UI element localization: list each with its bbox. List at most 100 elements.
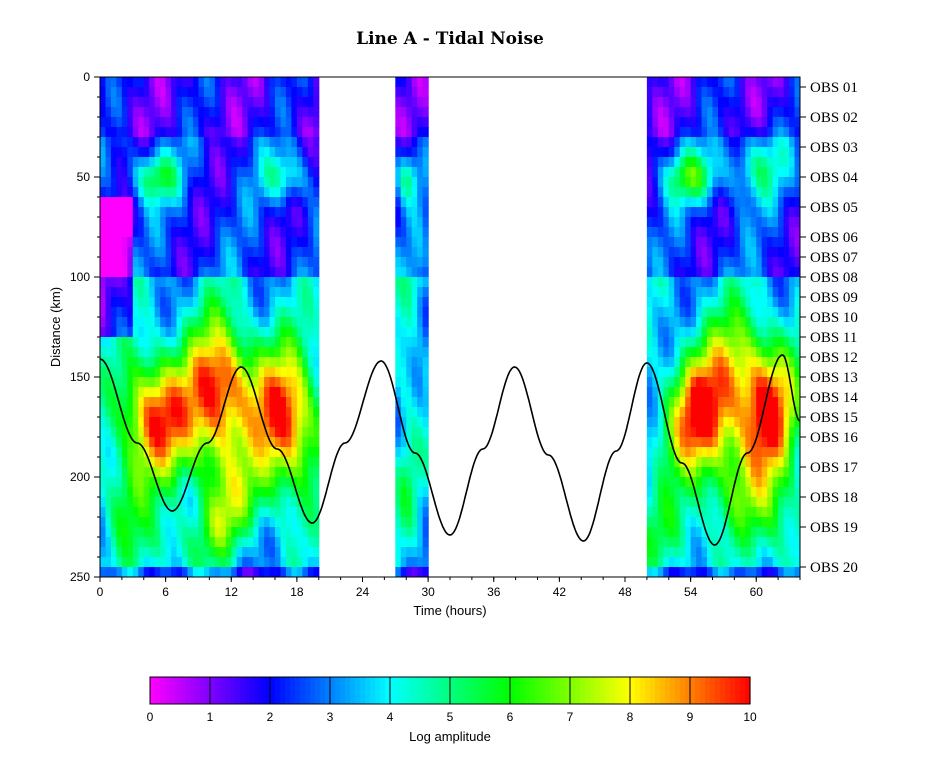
heat-cell (264, 457, 271, 468)
heat-cell (236, 247, 243, 258)
heat-cell (417, 497, 424, 508)
heat-cell (187, 127, 194, 138)
heat-cell (728, 567, 735, 577)
heat-cell (745, 117, 752, 128)
heat-cell (291, 217, 298, 228)
heat-cell (302, 187, 309, 198)
heat-cell (275, 297, 282, 308)
heat-cell (176, 237, 183, 248)
heat-cell (761, 437, 768, 448)
colorbar-swatch (270, 677, 276, 704)
heat-cell (214, 437, 221, 448)
heat-cell (783, 397, 790, 408)
heat-cell (701, 497, 708, 508)
heat-cell (696, 357, 703, 368)
heat-cell (417, 247, 424, 258)
heat-cell (783, 547, 790, 558)
heat-cell (187, 227, 194, 238)
heat-cell (275, 487, 282, 498)
heat-cell (772, 417, 779, 428)
heat-cell (160, 547, 167, 558)
heat-cell (789, 397, 796, 408)
heat-cell (652, 417, 659, 428)
heat-cell (657, 527, 664, 538)
heat-cell (717, 397, 725, 408)
heat-cell (679, 457, 686, 468)
heat-cell (160, 477, 167, 488)
heat-cell (149, 447, 156, 458)
heat-cell (116, 317, 123, 328)
heat-cell (646, 397, 653, 408)
heat-cell (663, 277, 670, 288)
heat-cell (176, 547, 183, 558)
heat-cell (285, 547, 293, 558)
heat-cell (717, 327, 725, 338)
heat-cell (187, 187, 194, 198)
heat-cell (242, 277, 249, 288)
heat-cell (116, 87, 123, 98)
heat-cell (258, 547, 265, 558)
heat-cell (143, 397, 150, 408)
heat-cell (105, 457, 112, 468)
heat-cell (783, 267, 790, 278)
heat-cell (400, 97, 407, 108)
heat-cell (701, 437, 708, 448)
heat-cell (400, 437, 407, 448)
heat-cell (789, 467, 796, 478)
heat-cell (745, 237, 752, 248)
heat-cell (171, 457, 178, 468)
heat-cell (149, 267, 156, 278)
station-label: OBS 14 (810, 390, 858, 406)
heat-cell (258, 507, 265, 518)
heat-cell (149, 127, 156, 138)
heat-cell (646, 297, 653, 308)
heat-cell (674, 347, 681, 358)
heat-cell (138, 187, 145, 198)
heat-cell (198, 287, 205, 298)
heat-cell (291, 447, 298, 458)
heat-cell (121, 77, 128, 88)
heat-cell (663, 437, 670, 448)
heat-cell (707, 357, 714, 368)
y-tick-label: 50 (77, 170, 91, 184)
heat-cell (723, 347, 730, 358)
heat-cell (127, 457, 134, 468)
heat-cell (209, 457, 216, 468)
heat-cell (422, 537, 429, 548)
heat-cell (100, 407, 107, 418)
heat-cell (269, 157, 276, 168)
colorbar-swatch (685, 677, 691, 704)
heat-cell (739, 237, 746, 248)
heat-cell (203, 407, 210, 418)
heat-cell (127, 337, 134, 348)
heat-cell (296, 547, 303, 558)
heat-cell (176, 477, 183, 488)
heat-cell (187, 557, 194, 568)
heat-cell (400, 87, 407, 98)
heat-cell (417, 427, 424, 438)
heat-cell (657, 267, 664, 278)
heat-cell (291, 307, 298, 318)
heat-cell (242, 557, 249, 568)
heat-cell (313, 267, 320, 278)
heat-cell (778, 427, 785, 438)
heat-cell (231, 317, 238, 328)
heat-cell (712, 167, 719, 178)
heat-cell (696, 347, 703, 358)
heat-cell (132, 407, 139, 418)
heat-cell (198, 167, 205, 178)
heat-cell (696, 127, 703, 138)
heat-cell (187, 497, 194, 508)
heat-cell (794, 547, 800, 558)
heat-cell (679, 257, 686, 268)
heat-cell (756, 237, 763, 248)
heat-cell (701, 217, 708, 228)
heat-cell (778, 257, 785, 268)
heat-cell (750, 477, 757, 488)
heat-cell (127, 477, 134, 488)
heat-cell (296, 537, 303, 548)
heat-cell (701, 177, 708, 188)
heat-cell (395, 277, 402, 288)
heat-cell (143, 147, 150, 158)
heat-cell (182, 257, 189, 268)
